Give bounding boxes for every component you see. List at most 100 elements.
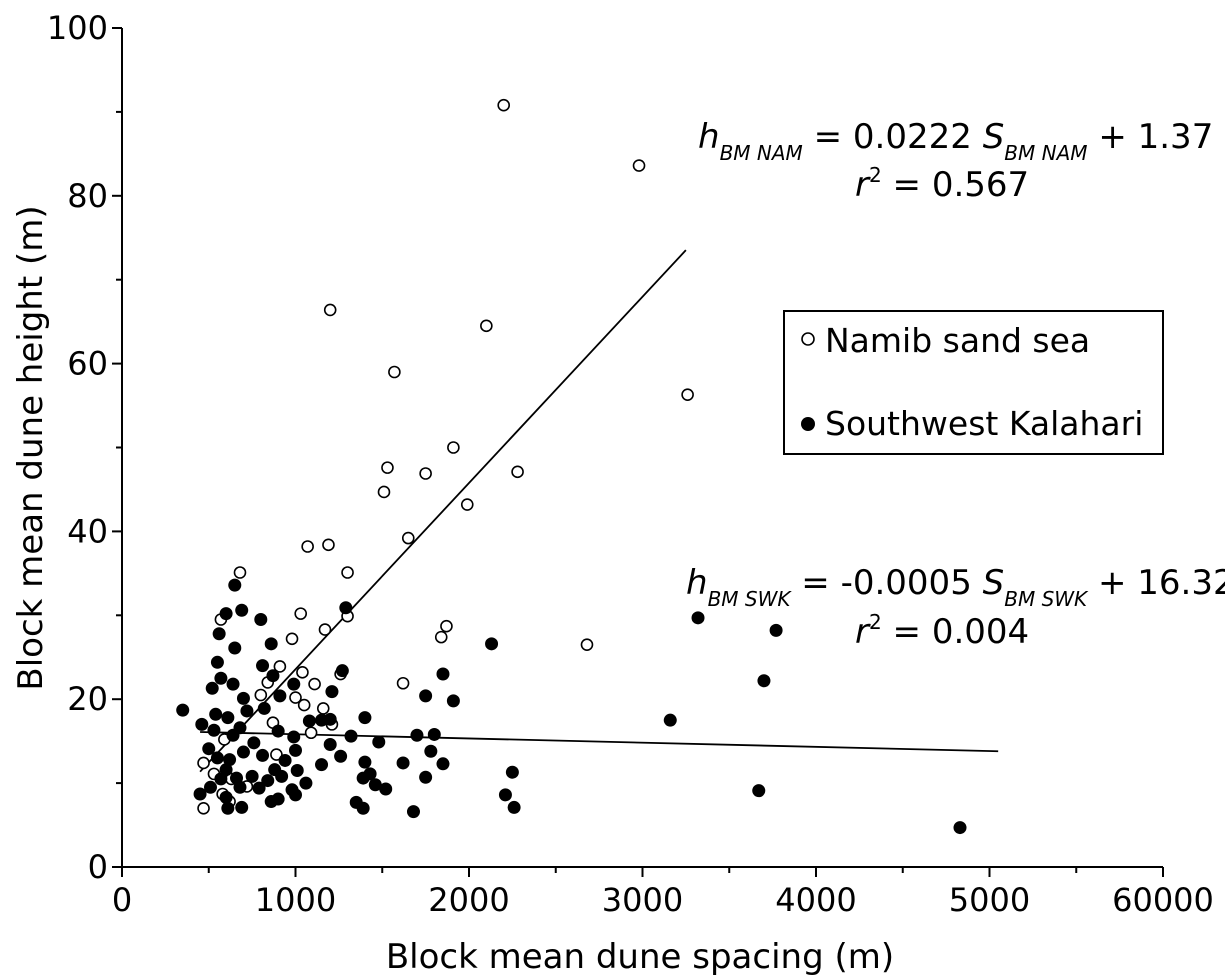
kalahari-point bbox=[335, 664, 349, 678]
kalahari-point bbox=[214, 671, 228, 685]
kalahari-point bbox=[663, 713, 677, 727]
kalahari-point bbox=[219, 607, 233, 621]
namib-point bbox=[419, 467, 432, 480]
y-tick-label: 80 bbox=[67, 177, 108, 215]
kalahari-point bbox=[210, 751, 224, 765]
namib-point bbox=[285, 632, 299, 646]
kalahari-point bbox=[505, 765, 519, 779]
namib-point bbox=[273, 660, 287, 673]
y-tick-label: 40 bbox=[67, 512, 108, 550]
kalahari-point bbox=[339, 601, 353, 615]
kalahari-point bbox=[410, 728, 424, 742]
kalahari-point bbox=[953, 821, 967, 835]
kalahari-point bbox=[252, 781, 266, 795]
kalahari-point bbox=[752, 784, 766, 798]
namib-point bbox=[401, 531, 415, 545]
namib-point bbox=[447, 441, 460, 454]
kalahari-point bbox=[302, 714, 316, 728]
legend-label-namib: Namib sand sea bbox=[825, 321, 1090, 360]
namib-point bbox=[197, 756, 210, 770]
kalahari-point bbox=[424, 744, 438, 758]
kalahari-point bbox=[334, 749, 348, 763]
kalahari-point bbox=[226, 677, 240, 691]
y-tick-label: 100 bbox=[47, 9, 108, 47]
namib-point bbox=[681, 388, 694, 401]
namib-point bbox=[289, 691, 302, 704]
kalahari-point bbox=[193, 787, 207, 801]
kalahari-point bbox=[290, 764, 304, 778]
kalahari-point bbox=[299, 776, 313, 790]
kalahari-point bbox=[446, 694, 460, 708]
kalahari-point bbox=[278, 753, 292, 767]
kalahari-point bbox=[247, 736, 261, 750]
kalahari-point bbox=[219, 790, 233, 804]
kalahari-fit-line bbox=[200, 731, 999, 753]
kalahari-point bbox=[214, 772, 228, 786]
kalahari-point bbox=[271, 724, 285, 738]
kalahari-point bbox=[236, 745, 250, 759]
kalahari-point bbox=[228, 578, 242, 592]
x-tick-label: 3000 bbox=[602, 881, 683, 919]
namib-point bbox=[316, 702, 330, 715]
y-axis-title: Block mean dune height (m) bbox=[11, 205, 51, 690]
namib-point bbox=[632, 159, 646, 172]
kalahari-point bbox=[261, 774, 275, 788]
namib-point bbox=[296, 666, 309, 679]
kalahari-point bbox=[205, 681, 219, 695]
kalahari-point bbox=[209, 707, 223, 721]
namib-point bbox=[377, 485, 391, 499]
kalahari-point bbox=[287, 677, 301, 691]
kalahari-point bbox=[436, 667, 450, 681]
kalahari-point bbox=[254, 612, 268, 626]
namib-point bbox=[233, 566, 247, 579]
kalahari-point bbox=[245, 769, 259, 783]
namib-point bbox=[440, 619, 453, 633]
kalahari-point bbox=[221, 711, 235, 725]
kalahari-point bbox=[358, 755, 372, 769]
x-tick-label: 1000 bbox=[255, 881, 336, 919]
namib-point bbox=[434, 630, 448, 644]
kalahari-equation: hBM SWK = -0.0005 SBM SWK + 16.32 bbox=[686, 563, 1225, 611]
fit-lines bbox=[199, 249, 999, 773]
kalahari-point bbox=[235, 800, 249, 814]
x-tick-label: 0 bbox=[112, 881, 132, 919]
kalahari-point bbox=[379, 782, 393, 796]
kalahari-point bbox=[358, 711, 372, 725]
kalahari-point bbox=[498, 788, 512, 802]
kalahari-point bbox=[275, 769, 289, 783]
kalahari-point bbox=[210, 655, 224, 669]
namib-point bbox=[480, 319, 493, 333]
legend-marker-namib bbox=[801, 332, 815, 346]
kalahari-point bbox=[325, 685, 339, 699]
kalahari-point bbox=[273, 689, 287, 703]
kalahari-point bbox=[226, 728, 240, 742]
namib-fit-line bbox=[199, 249, 687, 773]
namib-point bbox=[297, 698, 311, 712]
kalahari-point bbox=[757, 674, 771, 688]
kalahari-point bbox=[266, 669, 280, 683]
namib-point bbox=[580, 638, 594, 651]
kalahari-point bbox=[289, 788, 302, 802]
kalahari-point bbox=[257, 701, 271, 715]
kalahari-r-squared: r2 = 0.004 bbox=[855, 610, 1029, 652]
legend: Namib sand sea Southwest Kalahari bbox=[783, 310, 1164, 455]
namib-point bbox=[341, 566, 354, 579]
kalahari-point bbox=[236, 691, 250, 705]
kalahari-point bbox=[223, 753, 237, 767]
namib-point bbox=[381, 461, 394, 474]
kalahari-point bbox=[228, 641, 242, 655]
kalahari-point bbox=[507, 800, 521, 814]
kalahari-point bbox=[287, 730, 301, 744]
namib-point bbox=[511, 465, 524, 479]
kalahari-point bbox=[315, 758, 329, 772]
namib-point bbox=[323, 303, 337, 317]
kalahari-point bbox=[356, 771, 370, 785]
data-points bbox=[176, 98, 967, 835]
namib-point bbox=[497, 98, 511, 112]
kalahari-point bbox=[419, 689, 433, 703]
x-axis-title: Block mean dune spacing (m) bbox=[386, 937, 894, 976]
namib-equation: hBM NAM = 0.0222 SBM NAM + 1.37 bbox=[698, 117, 1213, 165]
kalahari-point bbox=[691, 611, 705, 625]
kalahari-point bbox=[323, 712, 337, 726]
